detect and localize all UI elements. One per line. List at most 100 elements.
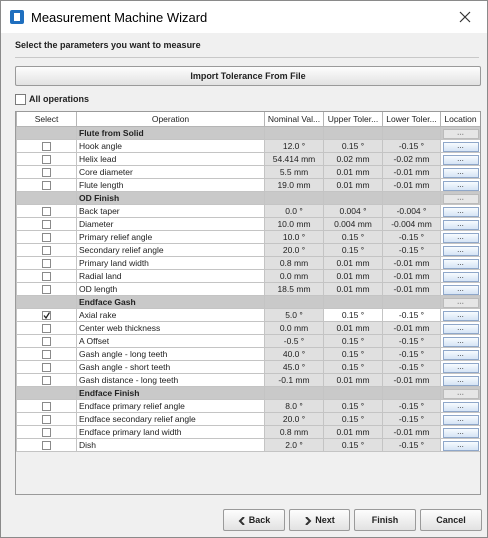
operation-name: Endface primary land width [76, 425, 265, 439]
location-button[interactable]: ... [442, 155, 479, 165]
all-operations-checkbox[interactable] [15, 94, 26, 105]
operation-row: Radial land 0.0 mm 0.01 mm -0.01 mm... [16, 269, 480, 283]
row-checkbox[interactable] [42, 168, 51, 178]
location-button[interactable]: ... [442, 324, 479, 334]
table-container: Select Operation Nominal Val... Upper Toler… [15, 111, 481, 495]
location-cell: ... [440, 191, 480, 205]
empty-cell [323, 191, 383, 205]
row-checkbox[interactable] [42, 246, 51, 256]
operation-row: Helix lead 54.414 mm 0.02 mm -0.02 mm... [16, 152, 480, 166]
row-checkbox[interactable] [42, 311, 51, 321]
location-button[interactable]: ... [442, 142, 479, 152]
location-button[interactable]: ... [442, 428, 479, 438]
location-button[interactable]: ... [442, 246, 479, 256]
location-button[interactable]: ... [442, 389, 479, 399]
select-cell [16, 360, 77, 374]
upper-tolerance: 0.01 mm [323, 321, 383, 335]
row-checkbox[interactable] [42, 415, 51, 425]
operations-table: Select Operation Nominal Val... Upper Toler… [16, 112, 480, 452]
operation-name: Primary relief angle [76, 230, 265, 244]
row-checkbox[interactable] [42, 363, 51, 373]
row-checkbox[interactable] [42, 337, 51, 347]
lower-tolerance: -0.004 ° [382, 204, 441, 218]
lower-tolerance: -0.15 ° [382, 230, 441, 244]
row-checkbox[interactable] [42, 441, 51, 451]
nominal-value: 5.0 ° [264, 308, 324, 322]
group-name: Flute from Solid [76, 126, 265, 140]
row-checkbox[interactable] [42, 428, 51, 438]
location-button[interactable]: ... [442, 285, 479, 295]
import-button[interactable]: Import Tolerance From File [15, 66, 481, 86]
empty-cell [382, 386, 441, 400]
finish-button[interactable]: Finish [354, 509, 416, 531]
location-button[interactable]: ... [442, 129, 479, 139]
location-button[interactable]: ... [442, 194, 479, 204]
select-cell [16, 386, 77, 400]
location-button[interactable]: ... [442, 415, 479, 425]
location-button[interactable]: ... [442, 350, 479, 360]
upper-tolerance[interactable]: 0.15 ° [323, 308, 383, 322]
location-cell: ... [440, 425, 480, 439]
operation-name: Primary land width [76, 256, 265, 270]
title-bar: Measurement Machine Wizard [1, 1, 487, 33]
operation-row: Primary land width 0.8 mm 0.01 mm -0.01 mm.… [16, 256, 480, 270]
location-cell: ... [440, 139, 480, 153]
nominal-value: 10.0 mm [264, 217, 324, 231]
location-button[interactable]: ... [442, 311, 479, 321]
row-checkbox[interactable] [42, 402, 51, 412]
nominal-value: 40.0 ° [264, 347, 324, 361]
location-cell: ... [440, 295, 480, 309]
row-checkbox[interactable] [42, 181, 51, 191]
location-button[interactable]: ... [442, 220, 479, 230]
row-checkbox[interactable] [42, 142, 51, 152]
operation-name: Dish [76, 438, 265, 452]
operation-name: Diameter [76, 217, 265, 231]
location-button[interactable]: ... [442, 376, 479, 386]
select-cell [16, 269, 77, 283]
location-button[interactable]: ... [442, 181, 479, 191]
location-button[interactable]: ... [442, 298, 479, 308]
row-checkbox[interactable] [42, 155, 51, 165]
row-checkbox[interactable] [42, 285, 51, 295]
lower-tolerance: -0.01 mm [382, 178, 441, 192]
close-button[interactable] [459, 11, 471, 23]
row-checkbox[interactable] [42, 207, 51, 217]
lower-tolerance: -0.02 mm [382, 152, 441, 166]
select-cell [16, 321, 77, 335]
row-checkbox[interactable] [42, 376, 51, 386]
location-button[interactable]: ... [442, 363, 479, 373]
back-button[interactable]: Back [223, 509, 285, 531]
location-button[interactable]: ... [442, 207, 479, 217]
row-checkbox[interactable] [42, 220, 51, 230]
upper-tolerance: 0.15 ° [323, 360, 383, 374]
operation-row: A Offset -0.5 ° 0.15 ° -0.15 °... [16, 334, 480, 348]
upper-tolerance: 0.01 mm [323, 425, 383, 439]
row-checkbox[interactable] [42, 259, 51, 269]
location-button[interactable]: ... [442, 441, 479, 451]
location-cell: ... [440, 282, 480, 296]
next-button[interactable]: Next [289, 509, 350, 531]
location-button[interactable]: ... [442, 337, 479, 347]
location-cell: ... [440, 217, 480, 231]
row-checkbox[interactable] [42, 350, 51, 360]
location-button[interactable]: ... [442, 233, 479, 243]
select-cell [16, 165, 77, 179]
operation-name: Hook angle [76, 139, 265, 153]
row-checkbox[interactable] [42, 324, 51, 334]
location-button[interactable]: ... [442, 168, 479, 178]
location-button[interactable]: ... [442, 272, 479, 282]
lower-tolerance[interactable]: -0.15 ° [382, 308, 441, 322]
location-button[interactable]: ... [442, 402, 479, 412]
row-checkbox[interactable] [42, 233, 51, 243]
operation-row: Endface primary relief angle 8.0 ° 0.15 ° -… [16, 399, 480, 413]
lower-tolerance: -0.15 ° [382, 399, 441, 413]
operation-row: Back taper 0.0 ° 0.004 ° -0.004 °... [16, 204, 480, 218]
empty-cell [382, 126, 441, 140]
location-button[interactable]: ... [442, 259, 479, 269]
nominal-value: 2.0 ° [264, 438, 324, 452]
row-checkbox[interactable] [42, 272, 51, 282]
checkmark [43, 312, 51, 320]
cancel-button[interactable]: Cancel [420, 509, 482, 531]
upper-tolerance: 0.15 ° [323, 347, 383, 361]
